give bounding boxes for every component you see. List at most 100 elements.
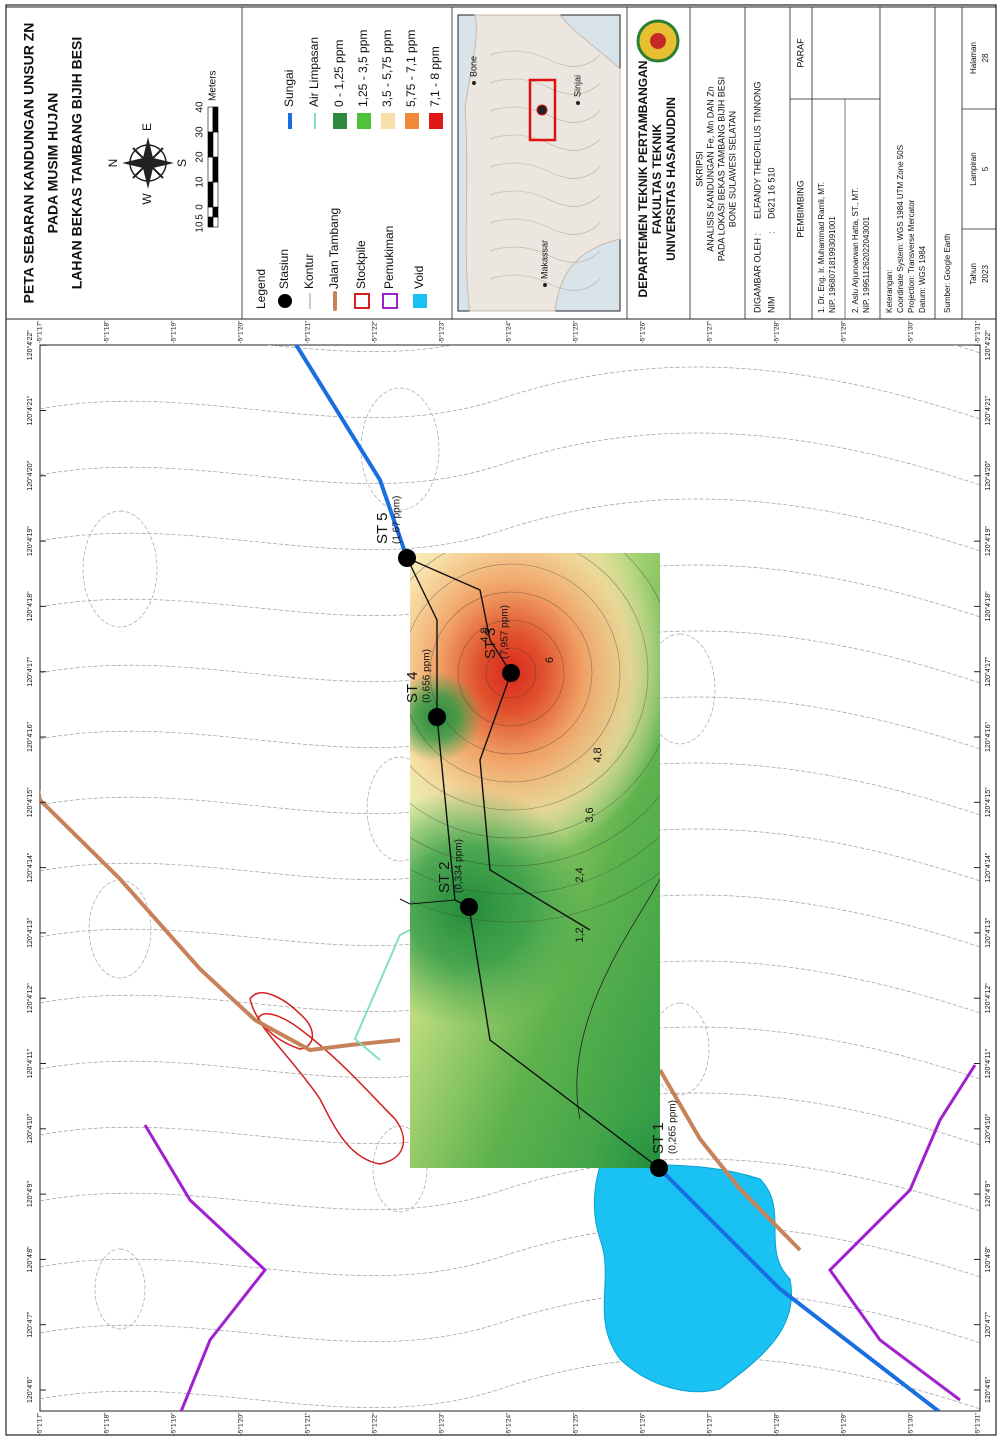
- longitude-label: 120°4'21": [984, 395, 992, 425]
- supervisor: 2. Aslu Arjunoarwan Hatta, ST., MT.: [851, 188, 860, 313]
- legend-label: 3,5 - 5,75 ppm: [380, 30, 394, 107]
- scale-unit: Meters: [208, 70, 219, 101]
- inset-location-dot: [536, 104, 548, 116]
- scale-segment: [207, 206, 214, 218]
- note: Projection: Transverse Mercator: [907, 199, 916, 313]
- mine-road: [40, 738, 401, 1053]
- latitude-label: -5°1'29": [840, 1412, 848, 1435]
- inset-relief: [489, 246, 601, 263]
- contour-loop: [650, 1002, 710, 1096]
- latitude-label: -5°1'30": [907, 320, 915, 343]
- longitude-label: 120°4'9": [984, 1181, 992, 1208]
- thesis-title: BONE SULAWESI SELATAN: [727, 111, 737, 227]
- legend-title: Legend: [254, 269, 268, 309]
- side-panel: PETA SEBARAN KANDUNGAN UNSUR ZN PADA MUSI…: [5, 6, 997, 320]
- iso-line: [485, 647, 537, 699]
- latitude-label: -5°1'31": [974, 320, 982, 343]
- station-value: (1,67 ppm): [392, 496, 403, 544]
- contour-line: [40, 1158, 980, 1212]
- thesis-title: ANALISIS KANDUNGAN Fe, Mn DAN Zn: [705, 86, 715, 252]
- longitude-label: 120°4'7": [26, 1311, 34, 1338]
- contour-label: 3,6: [584, 807, 596, 822]
- iso-line: [410, 563, 621, 783]
- inset-relief: [489, 274, 601, 291]
- river: [288, 345, 409, 559]
- contour-label: 6: [544, 657, 556, 663]
- iso-line: [410, 553, 660, 867]
- scale-segment: [212, 131, 219, 158]
- inset-land: [464, 14, 621, 312]
- compass-n: N: [106, 159, 120, 168]
- latitude-label: -5°1'20": [237, 1412, 245, 1435]
- scale-label: 40: [195, 101, 206, 113]
- latitude-label: -5°1'19": [170, 1412, 178, 1435]
- runoff: [353, 929, 411, 1061]
- latitude-label: -5°1'19": [170, 320, 178, 343]
- longitude-label: 120°4'15": [26, 787, 34, 817]
- station-name: ST 2: [436, 862, 453, 893]
- iso-line: [457, 619, 565, 727]
- iso-line: [576, 878, 660, 1120]
- contour-line: [40, 498, 980, 552]
- inset-relief: [489, 218, 601, 235]
- panel-border: [5, 6, 997, 320]
- longitude-label: 120°4'14": [984, 852, 992, 882]
- settlement-boundary: [143, 1124, 268, 1411]
- legend-symbol: [413, 294, 427, 308]
- supervisor: NIP. 199511262022043001: [862, 216, 871, 313]
- contour-label: 1,2: [574, 927, 586, 942]
- inset-city: [576, 101, 580, 105]
- void-area: [593, 1159, 792, 1393]
- stockpile: [257, 1013, 405, 1165]
- station: [460, 898, 478, 916]
- station-name: ST 3: [482, 628, 499, 659]
- legend-label: Kontur: [302, 254, 316, 289]
- iso-line: [429, 591, 593, 755]
- inset-location: [528, 78, 557, 142]
- legend-swatch: [357, 113, 371, 129]
- inset-relief: [489, 106, 601, 123]
- station-value: (0,334 ppm): [454, 839, 465, 893]
- scale-label: 20: [195, 151, 206, 163]
- longitude-label: 120°4'21": [26, 395, 34, 425]
- legend-label: Stockpile: [354, 240, 368, 289]
- scale-label: 10: [195, 176, 206, 188]
- contour-label: 4,8: [592, 747, 604, 762]
- longitude-label: 120°4'17": [984, 656, 992, 686]
- longitude-label: 120°4'16": [26, 721, 34, 751]
- inset-relief: [489, 78, 601, 95]
- contour-line: [40, 1290, 980, 1344]
- longitude-label: 120°4'20": [26, 460, 34, 490]
- scale-segment: [207, 131, 214, 158]
- scale-segment: [207, 216, 214, 228]
- legend-label: 1,25 - 3,5 ppm: [356, 30, 370, 107]
- mine-road: [658, 1068, 802, 1252]
- iso-line: [410, 553, 660, 895]
- supervisor: 1. Dr. Eng. Ir. Muhammad Ramli, MT.: [817, 182, 826, 313]
- station-value: (0,656 ppm): [422, 649, 433, 703]
- inset-relief: [489, 50, 601, 67]
- longitude-label: 120°4'13": [26, 917, 34, 947]
- scale-segment: [212, 106, 219, 133]
- scale-label: 30: [195, 126, 206, 138]
- longitude-label: 120°4'11": [984, 1048, 992, 1078]
- inset-relief: [489, 190, 601, 207]
- inset-label: Sinjai: [572, 75, 582, 97]
- latitude-label: -5°1'23": [438, 1412, 446, 1435]
- legend-swatch: [333, 113, 347, 129]
- scale-segment: [207, 106, 214, 133]
- inset-city: [472, 81, 476, 85]
- latitude-label: -5°1'26": [639, 1412, 647, 1435]
- nim-sep: :: [766, 231, 776, 234]
- latitude-label: -5°1'24": [505, 1412, 513, 1435]
- latitude-label: -5°1'24": [505, 320, 513, 343]
- longitude-label: 120°4'10": [26, 1113, 34, 1143]
- station-name: ST 5: [374, 513, 391, 544]
- legend-symbol: [278, 294, 292, 308]
- contour-line: [40, 366, 980, 420]
- scale-segment: [207, 181, 214, 208]
- outer-border: [5, 4, 997, 1436]
- map-title: LAHAN BEKAS TAMBANG BIJIH BESI: [69, 37, 85, 290]
- latitude-label: -5°1'23": [438, 320, 446, 343]
- thesis-label: SKRIPSI: [694, 151, 704, 187]
